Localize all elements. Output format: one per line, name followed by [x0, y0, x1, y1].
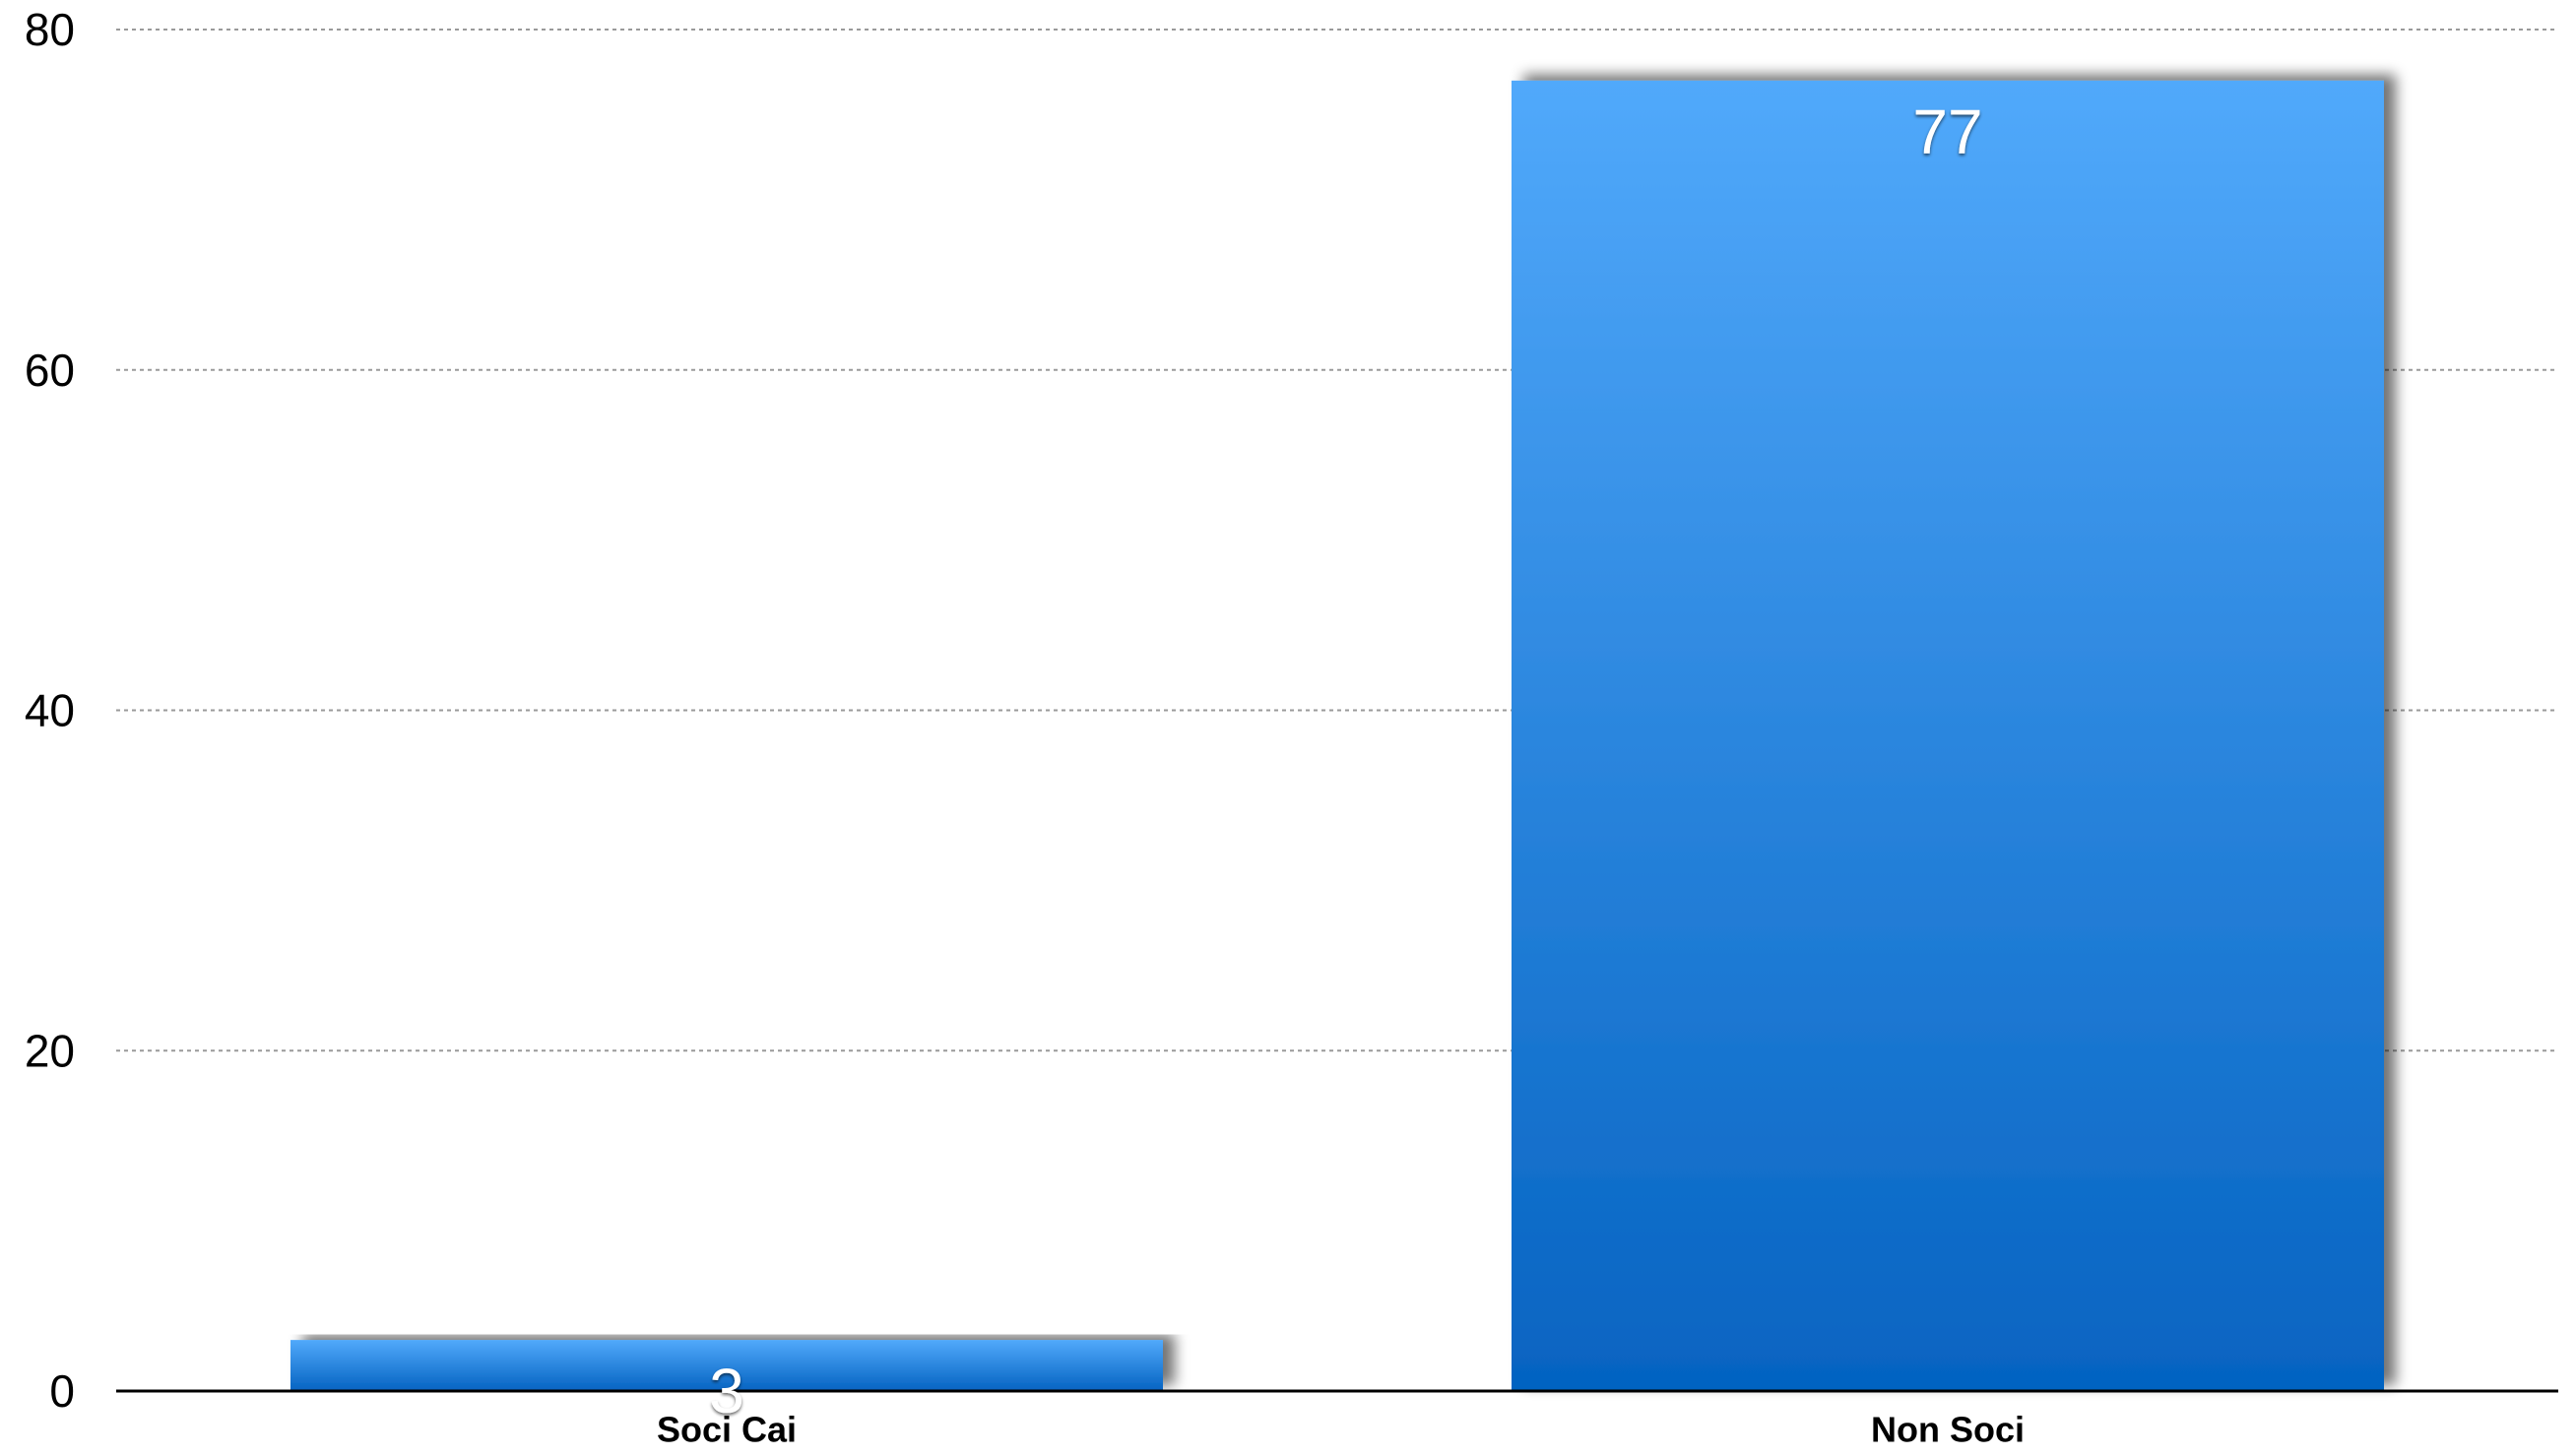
y-tick-label: 0 — [49, 1365, 75, 1417]
bar — [1512, 80, 2384, 1391]
y-tick-label: 60 — [25, 345, 75, 396]
x-tick-label: Non Soci — [1871, 1410, 2025, 1450]
data-label: 77 — [1912, 96, 1982, 167]
y-axis-tick-labels: 0 20 40 60 80 — [25, 4, 75, 1417]
x-axis-tick-labels: Soci Cai Non Soci — [657, 1410, 2025, 1450]
y-tick-label: 20 — [25, 1025, 75, 1076]
y-tick-label: 80 — [25, 4, 75, 55]
value-labels: 3 77 — [709, 96, 1982, 1426]
y-tick-label: 40 — [25, 685, 75, 736]
bars — [290, 80, 2384, 1391]
bar — [290, 1340, 1163, 1391]
x-tick-label: Soci Cai — [657, 1410, 797, 1450]
data-label: 3 — [709, 1356, 744, 1426]
